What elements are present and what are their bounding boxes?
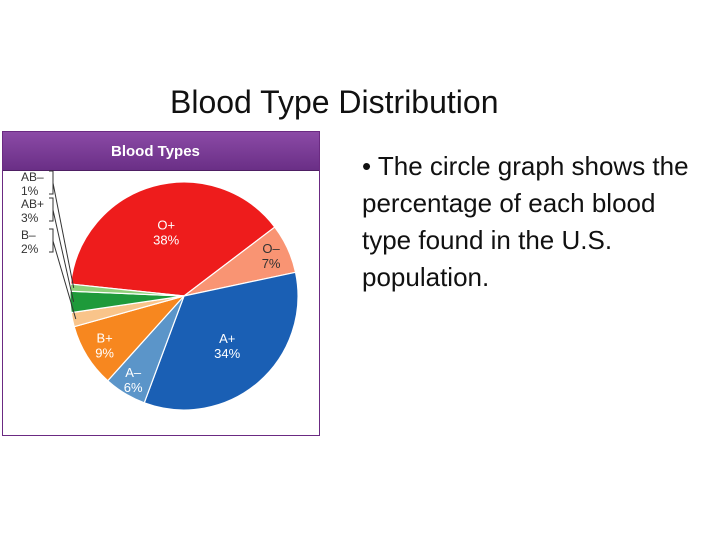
slice-value-label: 6% [124,380,143,395]
slice-Apos [143,271,299,411]
slice-value-label: 38% [153,232,179,247]
slice-value-label: 1% [21,184,39,198]
slice-value-label: 34% [214,346,240,361]
label-bracket [49,197,54,222]
slice-value-label: 3% [21,211,39,225]
label-leader-line [52,209,75,302]
slice-label-Bpos: B+9% [95,330,114,360]
label-bracket [49,228,54,253]
bullet-text: • The circle graph shows the percentage … [362,151,689,292]
slice-name: O– [262,241,280,256]
label-leader-line [52,182,75,288]
label-leader-line [52,240,77,320]
slide-title: Blood Type Distribution [170,84,499,120]
slice-label-Opos: O+38% [153,217,179,247]
chart-header: Blood Types [3,132,319,171]
slice-label-Bneg: B–2% [21,228,77,320]
slice-name: B– [21,228,36,242]
slice-name: AB– [21,170,44,184]
slice-name: A+ [219,331,235,346]
slice-label-ABneg: AB–1% [21,170,75,288]
blood-types-chart: Blood Types O+ 38% O– 7% A+ 34% A– 6% B+ 9% B– 2% AB… [2,131,320,436]
slice-value-label: 9% [95,345,114,360]
slice-label-Oneg: O–7% [262,241,281,271]
slice-value-label: 7% [262,256,281,271]
slice-value-label: 2% [21,242,39,256]
slice-label-Aneg: A–6% [124,365,143,395]
slice-label-ABpos: AB+3% [21,197,75,302]
chart-title: Blood Types [111,143,200,160]
slice-name: B+ [96,330,112,345]
slice-name: A– [125,365,142,380]
slice-name: AB+ [21,197,44,211]
slice-name: O+ [157,217,175,232]
label-bracket [49,170,54,195]
slice-Opos [69,181,276,297]
pie-chart: O+38%O–7%A+34%A–6%B+9%B–2%AB+3%AB–1% [21,170,299,411]
slice-label-Apos: A+34% [214,331,240,361]
